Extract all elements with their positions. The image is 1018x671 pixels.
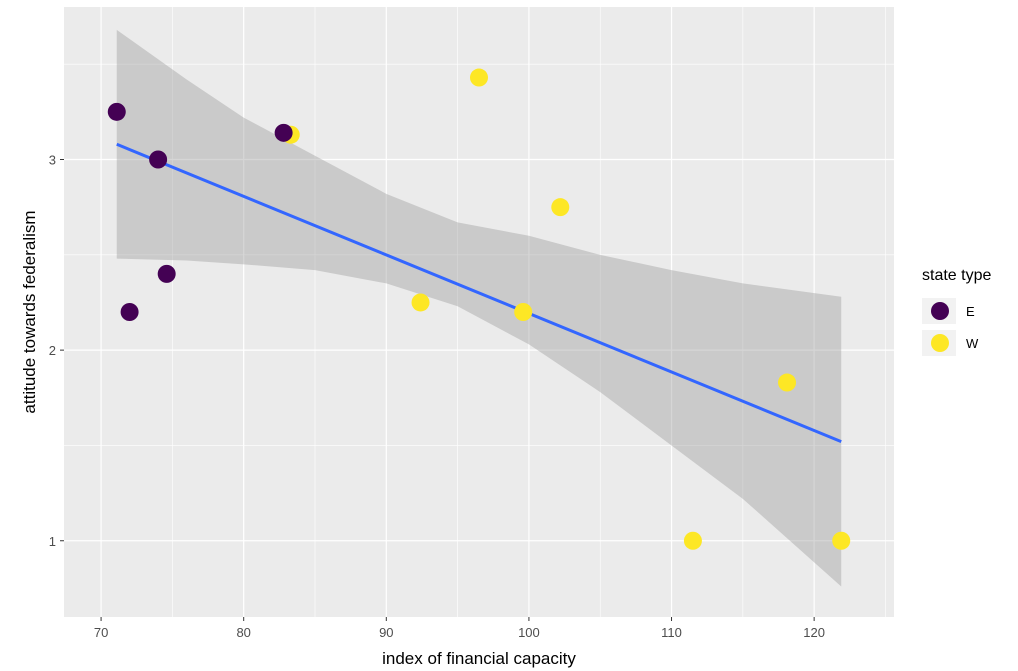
point-e-3 <box>157 264 176 283</box>
legend: state type E W <box>922 267 991 356</box>
x-axis: 70 80 90 100 110 120 <box>94 617 825 640</box>
x-tick-label: 110 <box>661 625 682 640</box>
x-tick-label: 100 <box>518 625 540 640</box>
minor-gridlines <box>64 7 894 617</box>
x-tick-label: 70 <box>94 625 108 640</box>
major-gridlines <box>64 7 894 617</box>
plot-panel <box>64 7 894 617</box>
legend-title: state type <box>922 267 991 284</box>
x-tick-label: 90 <box>379 625 393 640</box>
point-e-4 <box>274 123 293 142</box>
x-tick-label: 80 <box>236 625 250 640</box>
regression-line <box>116 142 842 444</box>
y-axis: 1 2 3 <box>49 153 64 549</box>
y-tick-label: 3 <box>49 153 56 168</box>
data-points-layer <box>107 68 851 550</box>
point-w-7 <box>832 531 851 550</box>
point-w-2 <box>470 68 488 87</box>
point-w-6 <box>778 373 797 392</box>
legend-label-w: W <box>966 336 979 351</box>
x-tick-label: 120 <box>803 625 825 640</box>
regression-line-layer <box>116 142 842 444</box>
point-w-3 <box>514 303 533 321</box>
legend-label-e: E <box>966 304 975 319</box>
confidence-band-layer <box>116 29 842 587</box>
point-e-1 <box>120 303 139 321</box>
point-w-4 <box>551 198 570 217</box>
point-w-1 <box>411 293 430 312</box>
y-axis-title: attitude towards federalism <box>20 210 39 413</box>
x-axis-title: index of financial capacity <box>382 649 576 668</box>
point-e-2 <box>149 150 168 169</box>
point-w-5 <box>683 531 702 550</box>
legend-key-e <box>931 302 949 320</box>
point-e-0 <box>107 102 126 121</box>
y-tick-label: 2 <box>49 343 56 358</box>
legend-key-w <box>931 334 949 352</box>
confidence-band <box>116 29 842 587</box>
y-tick-label: 1 <box>49 534 56 549</box>
